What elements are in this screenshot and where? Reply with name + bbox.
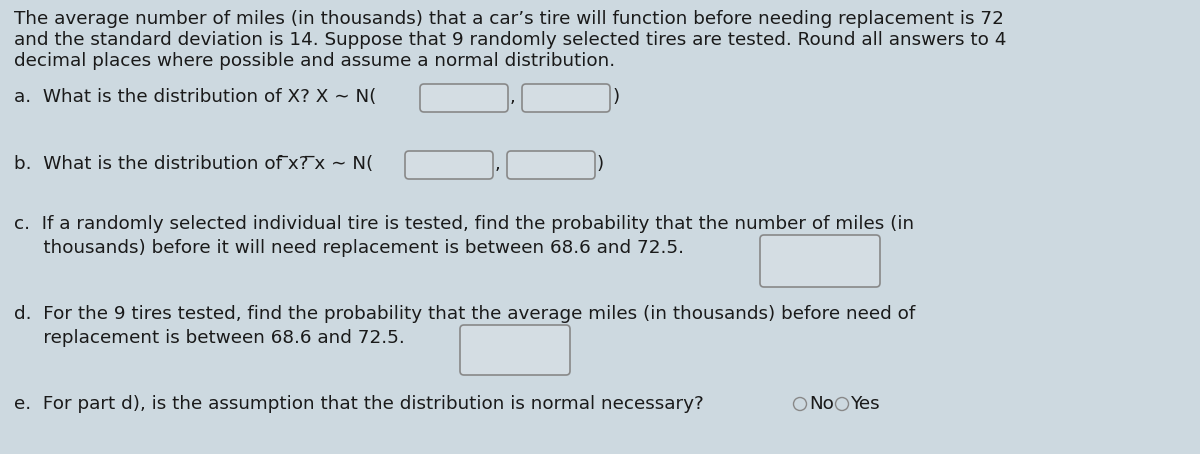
Text: No: No xyxy=(809,395,834,413)
FancyBboxPatch shape xyxy=(406,151,493,179)
Text: ): ) xyxy=(598,155,605,173)
FancyBboxPatch shape xyxy=(508,151,595,179)
FancyBboxPatch shape xyxy=(420,84,508,112)
Text: c.  If a randomly selected individual tire is tested, find the probability that : c. If a randomly selected individual tir… xyxy=(14,215,914,233)
Text: replacement is between 68.6 and 72.5.: replacement is between 68.6 and 72.5. xyxy=(14,329,404,347)
Text: decimal places where possible and assume a normal distribution.: decimal places where possible and assume… xyxy=(14,52,616,70)
FancyBboxPatch shape xyxy=(760,235,880,287)
Text: a.  What is the distribution of X? X ∼ N(: a. What is the distribution of X? X ∼ N( xyxy=(14,88,377,106)
Text: d.  For the 9 tires tested, find the probability that the average miles (in thou: d. For the 9 tires tested, find the prob… xyxy=(14,305,916,323)
Text: b.  What is the distribution of ̅x? ̅x ∼ N(: b. What is the distribution of ̅x? ̅x ∼ … xyxy=(14,155,373,173)
FancyBboxPatch shape xyxy=(460,325,570,375)
Text: thousands) before it will need replacement is between 68.6 and 72.5.: thousands) before it will need replaceme… xyxy=(14,239,684,257)
Text: ,: , xyxy=(496,155,500,173)
Text: The average number of miles (in thousands) that a car’s tire will function befor: The average number of miles (in thousand… xyxy=(14,10,1004,28)
Text: ): ) xyxy=(612,88,619,106)
Text: ,: , xyxy=(510,88,516,106)
Text: Yes: Yes xyxy=(851,395,881,413)
Text: e.  For part d), is the assumption that the distribution is normal necessary?: e. For part d), is the assumption that t… xyxy=(14,395,703,413)
FancyBboxPatch shape xyxy=(522,84,610,112)
Text: and the standard deviation is 14. Suppose that 9 randomly selected tires are tes: and the standard deviation is 14. Suppos… xyxy=(14,31,1007,49)
